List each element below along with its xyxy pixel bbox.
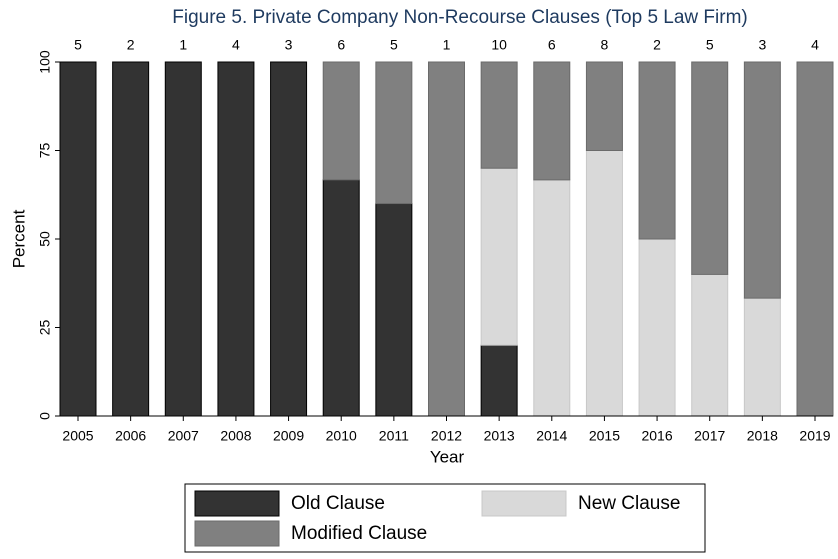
bar-segment <box>638 238 676 417</box>
legend-swatch <box>481 490 567 517</box>
y-tick-label: 50 <box>37 231 53 247</box>
count-label: 5 <box>74 37 82 53</box>
chart-title: Figure 5. Private Company Non-Recourse C… <box>172 7 748 28</box>
y-tick-label: 0 <box>37 412 53 420</box>
x-tick-label: 2018 <box>747 428 778 444</box>
bar-segment <box>322 61 360 181</box>
bar-segment <box>533 61 571 181</box>
x-tick-label: 2006 <box>115 428 146 444</box>
bar-segment <box>743 61 781 299</box>
bar-segment <box>480 167 518 346</box>
bar-segment <box>480 344 518 417</box>
x-tick-label: 2005 <box>62 428 93 444</box>
bar-segment <box>585 61 623 151</box>
count-label: 10 <box>491 37 507 53</box>
count-label: 5 <box>706 37 714 53</box>
count-label: 3 <box>758 37 766 53</box>
bar-segment <box>743 297 781 417</box>
legend-label: Modified Clause <box>291 523 427 544</box>
bar-segment <box>480 61 518 169</box>
x-tick-label: 2012 <box>431 428 462 444</box>
count-label: 4 <box>232 37 240 53</box>
count-label: 4 <box>811 37 819 53</box>
bar-segment <box>217 61 255 417</box>
count-label: 8 <box>601 37 609 53</box>
count-label: 3 <box>285 37 293 53</box>
bar-segment <box>270 61 308 417</box>
count-label: 2 <box>653 37 661 53</box>
y-tick-label: 100 <box>37 50 53 74</box>
x-tick-label: 2013 <box>484 428 515 444</box>
count-label: 1 <box>443 37 451 53</box>
bar-segment <box>428 61 465 417</box>
legend-swatch <box>194 490 280 517</box>
x-tick-label: 2019 <box>799 428 830 444</box>
count-label: 2 <box>127 37 135 53</box>
bar-segment <box>796 61 834 417</box>
x-tick-label: 2011 <box>379 428 409 444</box>
count-label: 1 <box>179 37 187 53</box>
y-tick-label: 75 <box>37 143 53 159</box>
bar-segment <box>112 61 150 417</box>
bar-segment <box>59 61 97 417</box>
x-tick-label: 2016 <box>641 428 672 444</box>
count-label: 6 <box>337 37 345 53</box>
bar-segment <box>691 273 729 417</box>
x-tick-label: 2007 <box>168 428 199 444</box>
x-tick-label: 2010 <box>326 428 357 444</box>
x-tick-label: 2008 <box>220 428 251 444</box>
count-label: 5 <box>390 37 398 53</box>
legend-label: New Clause <box>578 493 680 514</box>
x-axis-label: Year <box>430 447 465 466</box>
bar-segment <box>322 179 360 417</box>
x-tick-label: 2014 <box>536 428 567 444</box>
y-tick-label: 25 <box>37 320 53 336</box>
count-label: 6 <box>548 37 556 53</box>
bar-segment <box>691 61 729 275</box>
legend-label: Old Clause <box>291 493 385 514</box>
bar-segment <box>533 179 571 417</box>
bar-segment <box>585 150 623 417</box>
bar-segment <box>638 61 676 240</box>
y-axis-label: Percent <box>9 209 28 268</box>
bar-segment <box>164 61 202 417</box>
legend-swatch <box>194 520 280 547</box>
x-tick-label: 2009 <box>273 428 304 444</box>
bar-segment <box>375 61 413 205</box>
bar-segment <box>375 203 413 417</box>
x-tick-label: 2017 <box>694 428 725 444</box>
x-tick-label: 2015 <box>589 428 620 444</box>
